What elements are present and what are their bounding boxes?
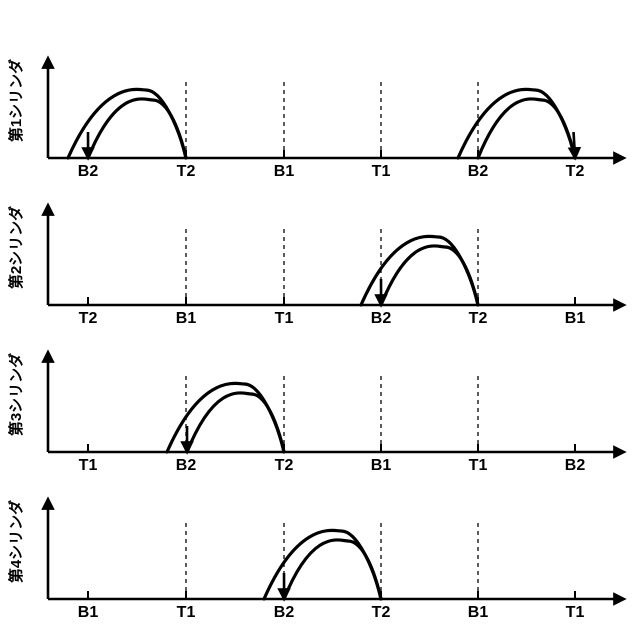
tick-label-group-cylinder-4: B1 T1 B2 T2 B1 T1: [0, 461, 640, 621]
chart-row-cylinder-2: 第2シリンダT2B1T1B2T2B1: [0, 167, 640, 327]
chart-row-cylinder-1: 第1シリンダB2T2B1T1B2T2: [0, 20, 640, 180]
tick-label-group-cylinder-3: T1B2T2B1T1B2: [0, 314, 640, 474]
chart-row-cylinder-3: 第3シリンダT1B2T2B1T1B2: [0, 314, 640, 474]
tick-label: T1: [177, 604, 196, 622]
tick-label: B1: [78, 604, 98, 622]
tick-label: B2: [274, 604, 294, 622]
valve-timing-figure: 第1シリンダB2T2B1T1B2T2第2シリンダT2B1T1B2T2B1第3シリ…: [0, 0, 640, 640]
tick-label-group-cylinder-1: B2T2B1T1B2T2: [0, 20, 640, 180]
tick-label: B1: [468, 604, 488, 622]
tick-label: T2: [372, 604, 391, 622]
chart-row-cylinder-4: 第4シリンダB1T1B2T2B1T1: [0, 461, 640, 621]
tick-label-group-cylinder-2: T2B1T1B2T2B1: [0, 167, 640, 327]
tick-label: T1: [566, 604, 585, 622]
